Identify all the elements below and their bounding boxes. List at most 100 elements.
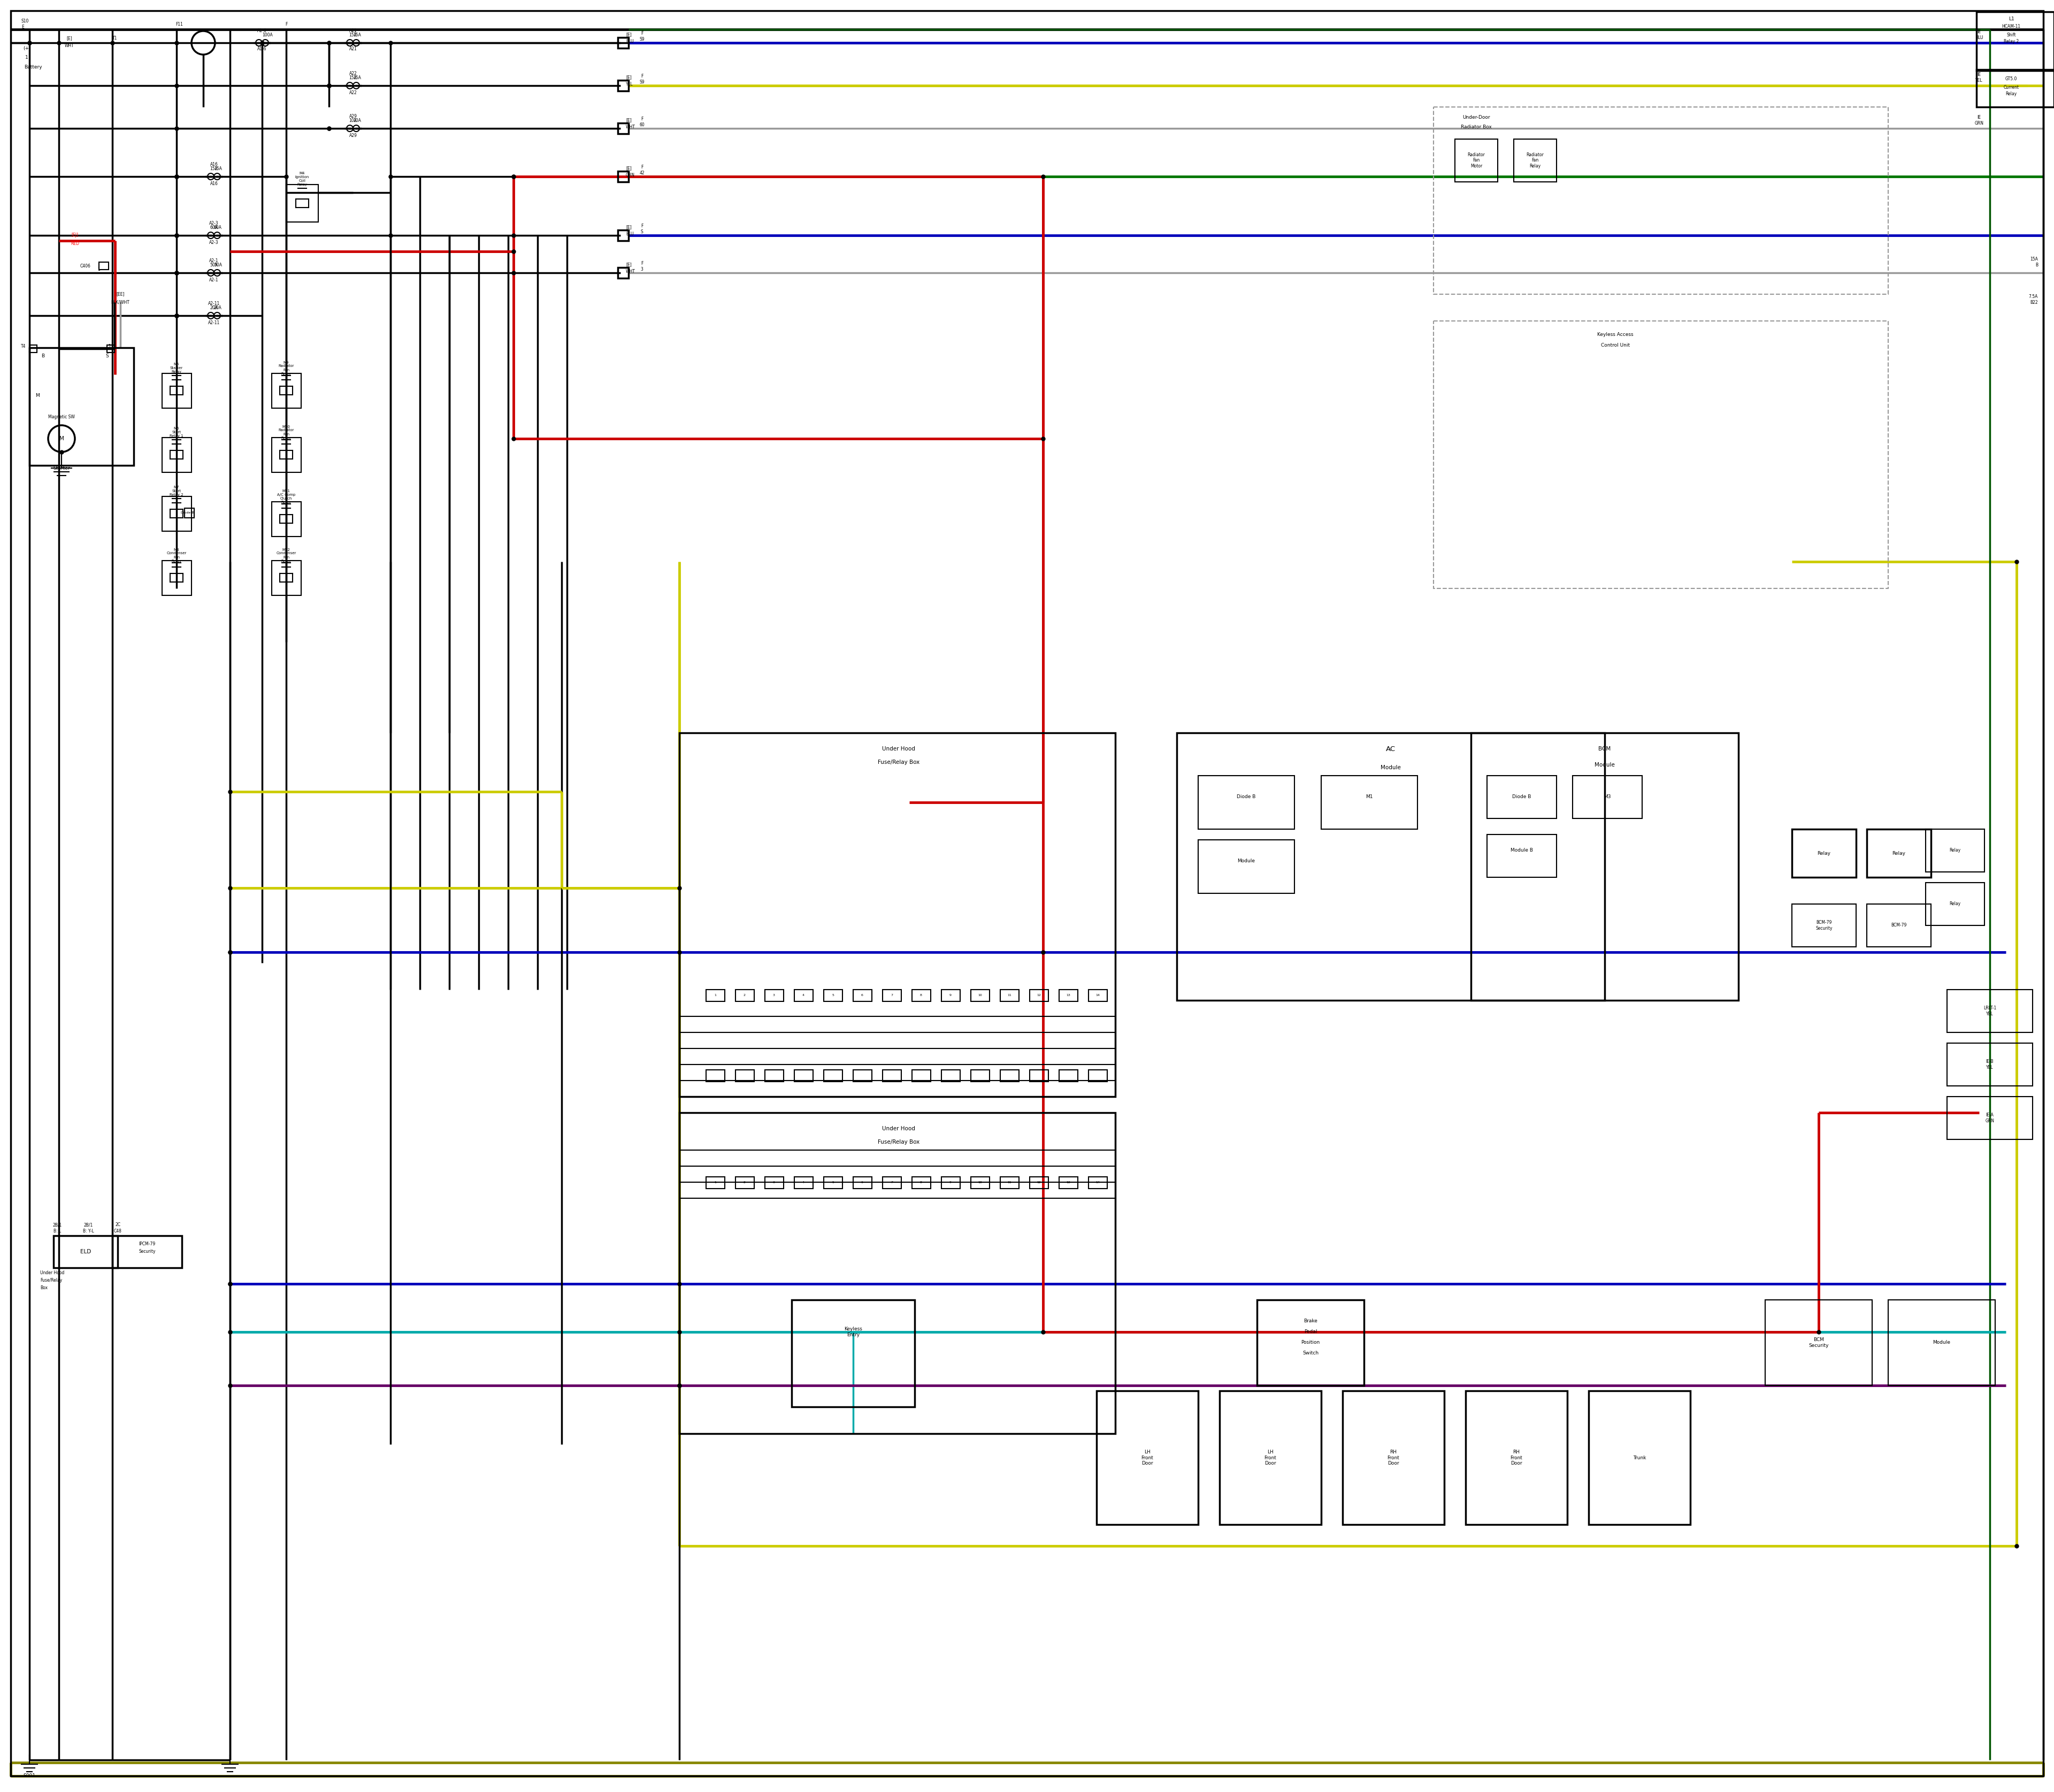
Text: A29: A29: [349, 133, 357, 138]
Text: 15A: 15A: [214, 167, 222, 172]
Text: Diode B: Diode B: [181, 513, 193, 514]
Bar: [795, 989, 813, 1002]
Bar: [912, 1177, 930, 1188]
Text: 15A
B: 15A B: [2029, 256, 2038, 267]
Text: 100A: 100A: [263, 32, 273, 38]
Text: 50A: 50A: [214, 263, 222, 267]
Text: 4: 4: [803, 1181, 805, 1185]
Bar: [1791, 903, 1857, 946]
Text: BCM: BCM: [1598, 745, 1610, 751]
Bar: [271, 373, 302, 409]
Text: Module: Module: [1933, 1340, 1951, 1346]
Text: [EE]: [EE]: [117, 292, 125, 297]
Text: S001: S001: [23, 1774, 35, 1778]
Text: A2-1: A2-1: [210, 258, 218, 263]
Text: M4
Ignition
Coil
Relay: M4 Ignition Coil Relay: [296, 172, 310, 186]
Bar: [1471, 733, 1738, 1000]
Bar: [795, 1177, 813, 1188]
Text: 60A: 60A: [210, 226, 218, 229]
Bar: [1434, 108, 1888, 294]
Bar: [795, 1070, 813, 1082]
Text: A2-1: A2-1: [210, 278, 218, 281]
Bar: [1976, 13, 2054, 70]
Bar: [791, 1299, 914, 1407]
Bar: [271, 437, 302, 473]
Text: 1: 1: [99, 267, 101, 272]
Text: Relay: Relay: [2005, 91, 2017, 97]
Text: A2-11: A2-11: [207, 321, 220, 324]
Text: 10: 10: [978, 1181, 982, 1185]
Text: Position: Position: [1300, 1340, 1321, 1346]
Text: 10: 10: [978, 995, 982, 996]
Text: [E]: [E]: [626, 32, 631, 38]
Bar: [764, 989, 785, 1002]
Text: [E]: [E]: [626, 75, 631, 81]
Text: M: M: [35, 394, 39, 398]
Text: M12
Condenser
Fan
Relay: M12 Condenser Fan Relay: [275, 548, 296, 563]
Bar: [852, 1070, 871, 1082]
Text: Module: Module: [1594, 762, 1614, 767]
Bar: [618, 124, 629, 134]
Bar: [1197, 840, 1294, 894]
Text: WHT: WHT: [626, 269, 635, 274]
Text: Module: Module: [1380, 765, 1401, 771]
Text: 7: 7: [891, 1181, 893, 1185]
Text: 9: 9: [949, 1181, 951, 1185]
Text: 2: 2: [744, 1181, 746, 1185]
Text: GRN: GRN: [626, 174, 635, 177]
Text: 11: 11: [1006, 1181, 1011, 1185]
Text: Security: Security: [140, 1249, 156, 1254]
Bar: [972, 989, 990, 1002]
Text: 8: 8: [920, 1181, 922, 1185]
Text: [E]: [E]: [626, 167, 631, 170]
Bar: [1888, 1299, 1994, 1385]
Bar: [1029, 1177, 1048, 1188]
Text: 15A: 15A: [353, 75, 362, 81]
Bar: [1177, 733, 1604, 1000]
Text: Diode B: Diode B: [1237, 794, 1255, 799]
Text: [E]: [E]: [626, 262, 631, 267]
Bar: [618, 38, 629, 48]
Text: 3: 3: [772, 1181, 774, 1185]
Bar: [1947, 1043, 2033, 1086]
Text: 2B/1: 2B/1: [53, 1222, 62, 1228]
Text: 13: 13: [1066, 995, 1070, 996]
Bar: [1060, 989, 1078, 1002]
Text: S: S: [105, 353, 109, 358]
Text: WHT: WHT: [626, 125, 635, 129]
Text: (+): (+): [23, 47, 31, 50]
Bar: [1029, 1070, 1048, 1082]
Text: BCM
Security: BCM Security: [1810, 1337, 1828, 1348]
Text: F: F: [286, 22, 288, 27]
Text: 1: 1: [29, 348, 31, 353]
Text: 12: 12: [1037, 1181, 1041, 1185]
Bar: [1089, 989, 1107, 1002]
Text: Control Unit: Control Unit: [1600, 342, 1631, 348]
Text: AC: AC: [1386, 745, 1395, 753]
Text: Under Hood: Under Hood: [881, 1125, 916, 1131]
Text: M7
Start
Relay 2: M7 Start Relay 2: [170, 486, 183, 496]
Text: Module: Module: [1237, 858, 1255, 864]
Bar: [29, 346, 37, 353]
Text: A21: A21: [349, 29, 357, 34]
Bar: [1514, 140, 1557, 181]
Text: Box: Box: [41, 1285, 47, 1290]
Bar: [1764, 1299, 1871, 1385]
Bar: [113, 1236, 183, 1267]
Text: Relay: Relay: [1818, 851, 1830, 855]
Bar: [707, 989, 725, 1002]
Bar: [1089, 1070, 1107, 1082]
Text: IE-A
GRN: IE-A GRN: [1986, 1113, 1994, 1124]
Text: Keyless Access: Keyless Access: [1598, 332, 1633, 337]
Text: A2-3: A2-3: [210, 240, 218, 246]
Bar: [972, 1070, 990, 1082]
Text: 50A: 50A: [210, 262, 218, 267]
Text: Current: Current: [2003, 84, 2019, 90]
Bar: [735, 1177, 754, 1188]
Text: 9: 9: [949, 995, 951, 996]
Bar: [162, 496, 191, 530]
Text: 1: 1: [715, 1181, 717, 1185]
Text: WHT: WHT: [66, 43, 74, 48]
Text: A2-3: A2-3: [210, 220, 218, 226]
Text: IPCM-79: IPCM-79: [140, 1242, 156, 1245]
